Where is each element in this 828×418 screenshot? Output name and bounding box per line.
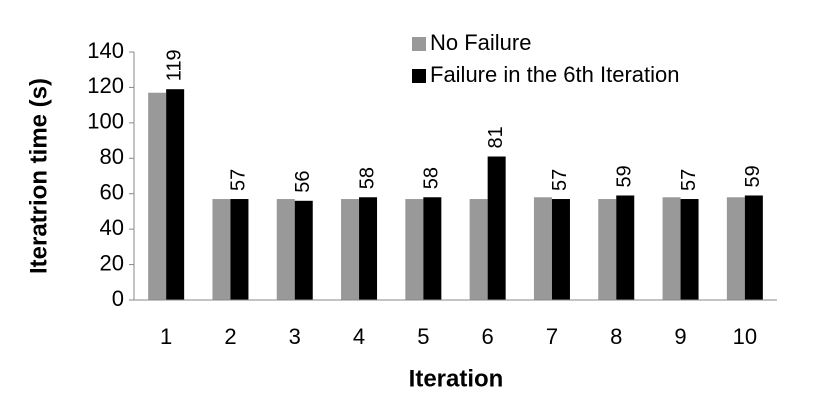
legend-label: Failure in the 6th Iteration <box>430 62 679 87</box>
data-label: 58 <box>356 167 378 189</box>
y-tick-label: 100 <box>87 109 124 134</box>
bar <box>230 199 249 300</box>
bar <box>469 199 488 300</box>
bar <box>294 200 313 300</box>
y-tick-label: 80 <box>100 144 124 169</box>
data-label: 81 <box>485 126 507 148</box>
data-label: 57 <box>549 169 571 191</box>
data-label: 57 <box>228 169 250 191</box>
y-tick-label: 0 <box>112 286 124 311</box>
y-tick-label: 20 <box>100 250 124 275</box>
bar <box>616 195 635 300</box>
legend-label: No Failure <box>430 30 531 55</box>
x-tick-label: 3 <box>289 324 301 349</box>
x-tick-label: 9 <box>674 324 686 349</box>
y-tick-label: 120 <box>87 73 124 98</box>
legend-swatch <box>412 69 426 83</box>
x-tick-label: 1 <box>160 324 172 349</box>
bar <box>276 199 295 300</box>
data-label: 59 <box>614 165 636 187</box>
x-axis-label: Iteration <box>409 365 504 392</box>
bar <box>662 197 681 300</box>
bar <box>148 92 167 300</box>
bar <box>487 156 506 300</box>
bar <box>533 197 552 300</box>
bar <box>212 199 231 300</box>
legend-swatch <box>412 37 426 51</box>
x-tick-label: 8 <box>610 324 622 349</box>
bar <box>551 199 570 300</box>
bar <box>423 197 442 300</box>
bar <box>341 199 360 300</box>
data-label: 58 <box>421 167 443 189</box>
data-label: 57 <box>678 169 700 191</box>
data-label: 119 <box>163 49 185 81</box>
y-axis-label: Iteratrion time (s) <box>25 78 52 274</box>
x-tick-label: 4 <box>353 324 365 349</box>
x-tick-label: 10 <box>733 324 757 349</box>
bar <box>405 199 424 300</box>
x-tick-label: 5 <box>417 324 429 349</box>
data-label: 59 <box>742 165 764 187</box>
y-tick-label: 40 <box>100 215 124 240</box>
bar <box>166 89 185 300</box>
y-tick-label: 140 <box>87 38 124 63</box>
x-tick-label: 2 <box>224 324 236 349</box>
data-label: 56 <box>292 171 314 193</box>
y-tick-label: 60 <box>100 180 124 205</box>
bar <box>598 199 617 300</box>
bar <box>726 197 745 300</box>
x-tick-label: 6 <box>482 324 494 349</box>
bar <box>744 195 763 300</box>
bar <box>680 199 699 300</box>
x-tick-label: 7 <box>546 324 558 349</box>
bar <box>359 197 378 300</box>
